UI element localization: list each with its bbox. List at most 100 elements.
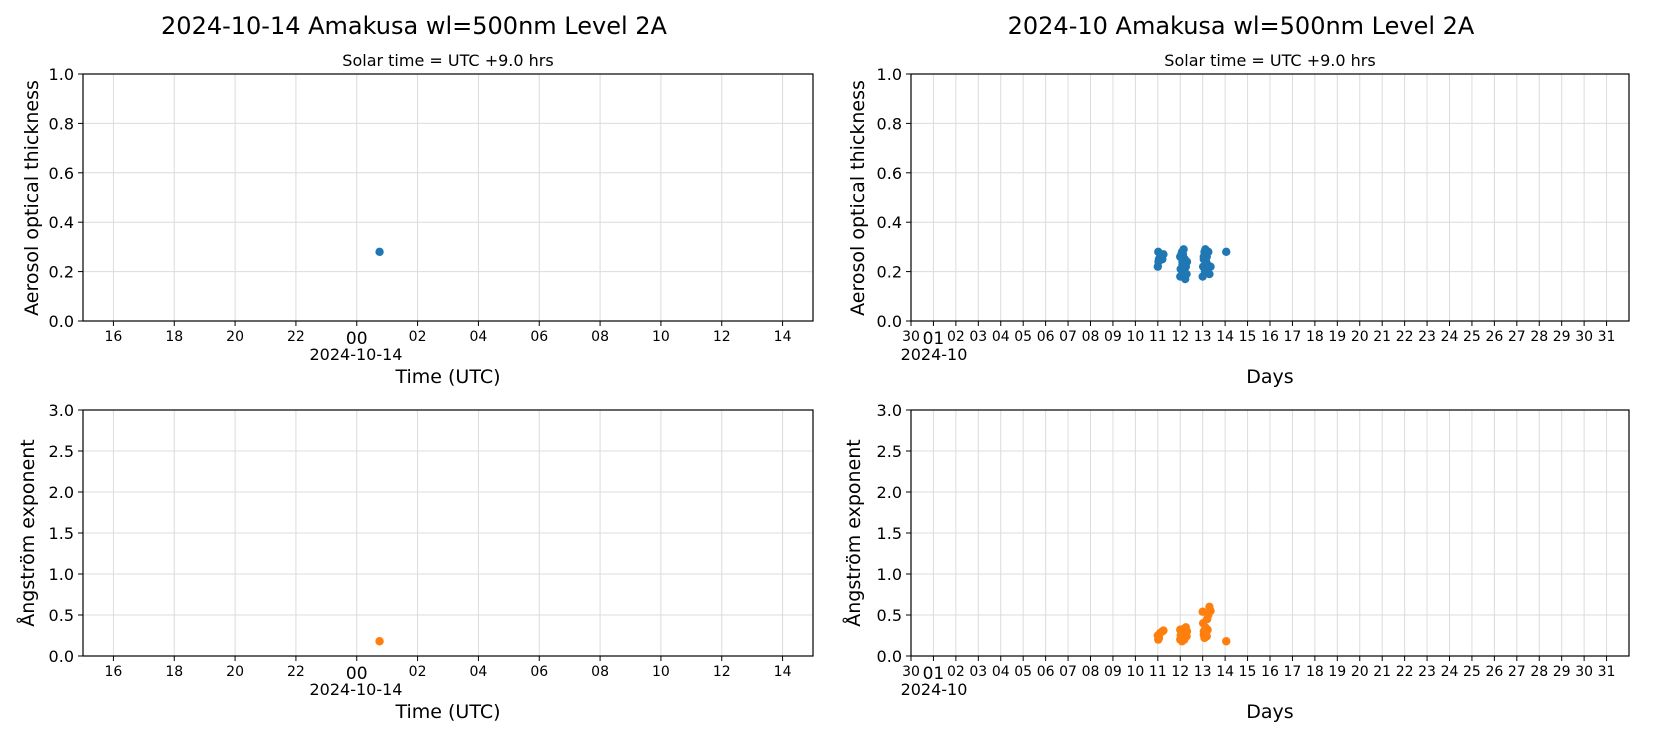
x-tick-label: 02: [409, 664, 427, 680]
x-tick-label: 22: [1396, 664, 1414, 680]
x-tick-label: 18: [165, 329, 183, 345]
x-tick-label: 19: [1328, 329, 1346, 345]
data-point: [1176, 252, 1185, 261]
y-axis-label-daily-aot: Aerosol optical thickness: [21, 80, 43, 316]
x-tick-label: 10: [1126, 664, 1144, 680]
x-tick-label: 01: [923, 664, 945, 684]
data-point: [1154, 257, 1163, 266]
y-tick-label: 0.8: [49, 114, 74, 133]
x-tick-label: 06: [1037, 664, 1055, 680]
x-tick-label: 10: [652, 329, 670, 345]
x-tick-label: 14: [1216, 329, 1234, 345]
x-tick-label: 20: [1351, 664, 1369, 680]
x-date-label-monthly-aot: 2024-10: [901, 345, 968, 364]
data-point: [1199, 252, 1209, 261]
x-tick-label: 11: [1149, 664, 1167, 680]
y-tick-label: 0.2: [877, 263, 902, 282]
x-tick-label: 04: [470, 329, 488, 345]
x-tick-label: 18: [1306, 329, 1324, 345]
x-tick-label: 12: [713, 664, 731, 680]
x-tick-label: 08: [1082, 329, 1100, 345]
x-tick-label: 03: [969, 329, 987, 345]
x-tick-label: 21: [1373, 329, 1391, 345]
x-tick-label: 04: [470, 664, 488, 680]
x-tick-label: 20: [226, 664, 244, 680]
x-tick-label: 08: [591, 664, 609, 680]
x-tick-label: 30: [902, 329, 920, 345]
x-tick-label: 07: [1059, 664, 1077, 680]
data-point: [1159, 250, 1168, 259]
x-tick-label: 17: [1284, 329, 1302, 345]
x-tick-label: 01: [923, 329, 945, 349]
data-point: [1159, 626, 1168, 635]
plot-daily-angstrom: 0.0 0.5 1.0 1.5 2.0 2.5 3.0 16 18 20 22 00 02 04 06 08 1…: [49, 401, 814, 684]
x-tick-label: 25: [1463, 329, 1481, 345]
y-tick-label: 1.5: [49, 524, 74, 543]
x-tick-label: 18: [165, 664, 183, 680]
x-tick-label: 14: [1216, 664, 1234, 680]
x-tick-label: 22: [287, 329, 305, 345]
y-tick-label: 1.0: [49, 65, 74, 84]
plot-monthly-angstrom: 0.00.51.01.52.02.53.030 01 02 03 04 05 06 07 08 0…: [877, 401, 1630, 684]
y-tick-label: 3.0: [877, 401, 902, 420]
x-tick-label: 05: [1014, 664, 1032, 680]
x-tick-label: 27: [1508, 664, 1526, 680]
y-tick-label: 0.0: [877, 647, 902, 666]
chart-title-daily: 2024-10-14 Amakusa wl=500nm Level 2A: [161, 12, 668, 40]
x-tick-label: 12: [713, 329, 731, 345]
x-tick-label: 15: [1239, 329, 1257, 345]
data-point: [375, 247, 384, 257]
x-tick-label: 06: [530, 664, 548, 680]
y-tick-label: 2.5: [877, 442, 902, 461]
x-tick-label: 04: [992, 664, 1010, 680]
y-tick-label: 1.0: [877, 565, 902, 584]
axes-frame: [82, 73, 814, 322]
x-tick-label: 13: [1194, 329, 1212, 345]
x-tick-label: 28: [1530, 329, 1548, 345]
x-tick-label: 30: [1575, 664, 1593, 680]
chart-subtitle-daily: Solar time = UTC +9.0 hrs: [342, 51, 553, 70]
chart-subtitle-monthly: Solar time = UTC +9.0 hrs: [1164, 51, 1375, 70]
data-point: [1182, 269, 1191, 279]
data-point: [1178, 259, 1187, 269]
x-tick-label: 07: [1059, 329, 1077, 345]
x-tick-label: 16: [1261, 664, 1279, 680]
x-tick-label: 12: [1171, 664, 1189, 680]
y-tick-label: 0.2: [49, 263, 74, 282]
data-point: [1182, 627, 1192, 636]
x-tick-label: 15: [1239, 664, 1257, 680]
x-tick-label: 10: [1126, 329, 1144, 345]
x-tick-label: 14: [774, 329, 792, 345]
x-axis-label-daily-angstrom: Time (UTC): [394, 701, 500, 723]
x-tick-label: 20: [1351, 329, 1369, 345]
data-point: [1206, 262, 1215, 271]
x-tick-label: 31: [1598, 664, 1616, 680]
x-axis-label-monthly-angstrom: Days: [1246, 701, 1293, 723]
x-tick-label: 08: [1082, 664, 1100, 680]
y-tick-label: 0.6: [49, 164, 74, 183]
y-axis-label-daily-angstrom: Ångström exponent: [16, 439, 39, 627]
x-date-label-monthly-angstrom: 2024-10: [901, 680, 968, 699]
plot-daily-aot: 0.0 0.2 0.4 0.6 0.8 1.0 16 18 20 22 00 02 04 06 08 10 12…: [49, 65, 814, 349]
y-tick-label: 2.5: [49, 442, 74, 461]
x-tick-label: 26: [1485, 329, 1503, 345]
data-point: [1206, 606, 1215, 616]
x-tick-label: 21: [1373, 664, 1391, 680]
x-tick-label: 23: [1418, 329, 1436, 345]
x-tick-label: 14: [774, 664, 792, 680]
x-tick-label: 06: [530, 329, 548, 345]
x-tick-label: 23: [1418, 664, 1436, 680]
chart-title-monthly: 2024-10 Amakusa wl=500nm Level 2A: [1008, 12, 1475, 40]
y-axis-label-monthly-aot: Aerosol optical thickness: [847, 80, 869, 316]
data-point: [375, 637, 384, 646]
data-point: [1201, 627, 1211, 636]
y-tick-label: 1.0: [49, 565, 74, 584]
x-tick-label: 31: [1598, 329, 1616, 345]
y-tick-label: 3.0: [49, 401, 74, 420]
x-tick-label: 02: [947, 664, 965, 680]
x-tick-label: 05: [1014, 329, 1032, 345]
x-tick-label: 16: [105, 329, 123, 345]
x-tick-label: 10: [652, 664, 670, 680]
x-date-label-daily-aot: 2024-10-14: [310, 345, 403, 364]
x-tick-label: 00: [346, 664, 368, 684]
